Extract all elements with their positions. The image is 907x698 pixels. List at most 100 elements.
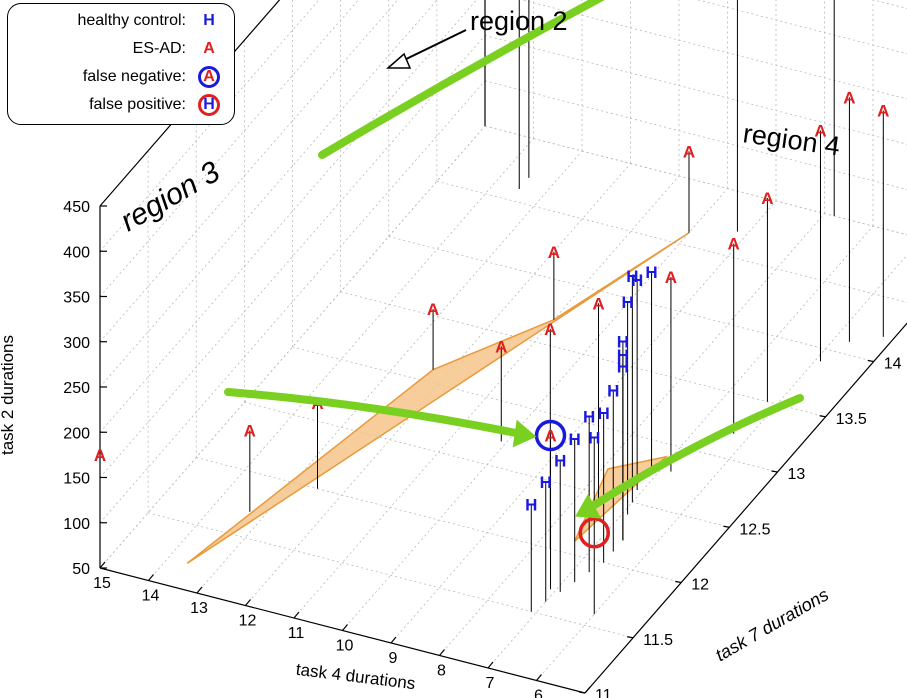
healthy-control-marker: H — [631, 271, 643, 290]
x-tick-label: 7 — [486, 675, 495, 692]
z-axis-label: task 2 durations — [0, 335, 17, 455]
legend-symbol-esad: A — [203, 40, 215, 57]
back-wall-grid-line — [484, 125, 907, 236]
healthy-control-marker: H — [626, 267, 638, 286]
healthy-control-marker: H — [583, 408, 595, 427]
healthy-control-marker: H — [569, 430, 581, 449]
healthy-control-marker: H — [554, 452, 566, 471]
es-ad-marker: A — [544, 427, 556, 446]
es-ad-marker: A — [728, 235, 740, 254]
arrow-layer — [224, 0, 804, 519]
axis-layer: 151413121110987651111.51212.51313.51414.… — [63, 0, 907, 698]
legend-row-esad: ES-AD: A — [133, 37, 220, 61]
region2-pointer-arrow-head — [386, 52, 412, 69]
region2-pointer-arrow — [399, 29, 467, 63]
x-tick-label: 9 — [389, 650, 398, 667]
y-tick-label: 12.5 — [739, 521, 770, 538]
legend-row-false-positive: false positive: H — [89, 93, 220, 117]
floor-grid-line — [388, 236, 874, 362]
x-tick-mark — [99, 561, 106, 569]
x-tick-label: 8 — [437, 663, 446, 680]
z-tick-label: 300 — [63, 335, 90, 352]
z-tick-label: 350 — [63, 290, 90, 307]
es-ad-marker: A — [544, 320, 556, 339]
healthy-control-marker: H — [617, 358, 629, 377]
z-tick-label: 50 — [72, 561, 90, 578]
z-tick-label: 150 — [63, 471, 90, 488]
green-arrow-icon — [578, 394, 804, 517]
back-wall-grid-line — [521, 0, 907, 100]
healthy-control-marker: H — [607, 381, 619, 400]
x-tick-mark — [536, 674, 542, 681]
green-arrow-icon-head — [575, 493, 602, 519]
top-edge-line — [99, 0, 281, 207]
region4-label: region 4 — [741, 118, 842, 161]
x-tick-label: 12 — [239, 613, 257, 630]
y-tick-label: 13.5 — [836, 411, 867, 428]
healthy-control-marker: H — [540, 473, 552, 492]
false-negative-ring — [534, 419, 567, 452]
es-ad-marker: A — [877, 102, 889, 121]
es-ad-marker: A — [244, 421, 256, 440]
legend-row-healthy: healthy control: H — [77, 9, 220, 33]
es-ad-marker: A — [683, 142, 695, 161]
legend-label-false-negative: false negative: — [82, 68, 186, 85]
x-tick-mark — [439, 649, 445, 656]
floor-grid-line — [436, 180, 907, 303]
z-tick-label: 100 — [63, 516, 90, 533]
healthy-control-marker: H — [617, 346, 629, 365]
region3-label: region 3 — [115, 155, 226, 238]
x-tick-label: 14 — [142, 588, 160, 605]
healthy-control-marker: H — [525, 496, 537, 515]
y-tick-label: 12 — [691, 577, 709, 594]
healthy-control-marker: H — [645, 263, 657, 282]
x-tick-mark — [245, 599, 251, 606]
x-tick-label: 13 — [190, 600, 208, 617]
y-tick-label: 13 — [788, 466, 806, 483]
y-axis-label: task 7 durations — [712, 584, 832, 665]
y-tick-mark — [627, 636, 634, 639]
legend-row-false-negative: false negative: A — [83, 65, 220, 89]
es-ad-marker: A — [592, 294, 604, 313]
es-ad-marker: A — [665, 268, 677, 287]
x-tick-label: 10 — [336, 638, 354, 655]
x-tick-mark — [487, 661, 494, 669]
y-tick-label: 11 — [595, 687, 612, 698]
y-tick-mark — [675, 580, 682, 584]
floor-grid-line — [244, 401, 730, 528]
z-tick-label: 250 — [63, 380, 90, 397]
y-tick-mark — [819, 415, 826, 418]
z-tick-label: 200 — [63, 425, 90, 442]
x-tick-mark — [342, 624, 348, 631]
legend-label-healthy: healthy control: — [77, 12, 186, 29]
green-arrow-icon — [224, 388, 533, 440]
back-wall-grid-line — [696, 0, 907, 55]
legend-symbol-false-negative: A — [198, 66, 220, 88]
y-tick-mark — [867, 359, 874, 363]
healthy-control-marker: H — [588, 429, 600, 448]
healthy-control-marker: H — [598, 404, 610, 423]
floor-grid-line — [148, 512, 634, 639]
back-wall-grid-line — [484, 35, 907, 145]
x-tick-label: 11 — [288, 625, 305, 642]
false-positive-ring — [578, 517, 610, 549]
es-ad-marker: A — [94, 446, 106, 465]
y-tick-label: 11.5 — [643, 632, 673, 649]
es-ad-marker: A — [548, 243, 560, 262]
x-tick-label: 6 — [534, 688, 543, 698]
healthy-control-marker: H — [621, 293, 633, 312]
z-tick-label: 450 — [63, 199, 90, 216]
y-tick-mark — [578, 691, 586, 694]
x-tick-mark — [148, 574, 154, 581]
es-ad-marker: A — [495, 337, 507, 356]
x-tick-mark — [196, 586, 203, 594]
y-tick-mark — [723, 525, 730, 528]
legend-label-false-positive: false positive: — [89, 96, 186, 113]
es-ad-marker: A — [843, 88, 855, 107]
back-wall-grid-line — [484, 80, 907, 190]
legend: healthy control: H ES-AD: A false negati… — [7, 3, 235, 125]
floor-grid-line — [340, 291, 826, 418]
floor-grid-line — [196, 457, 682, 583]
z-tick-label: 400 — [63, 244, 90, 261]
